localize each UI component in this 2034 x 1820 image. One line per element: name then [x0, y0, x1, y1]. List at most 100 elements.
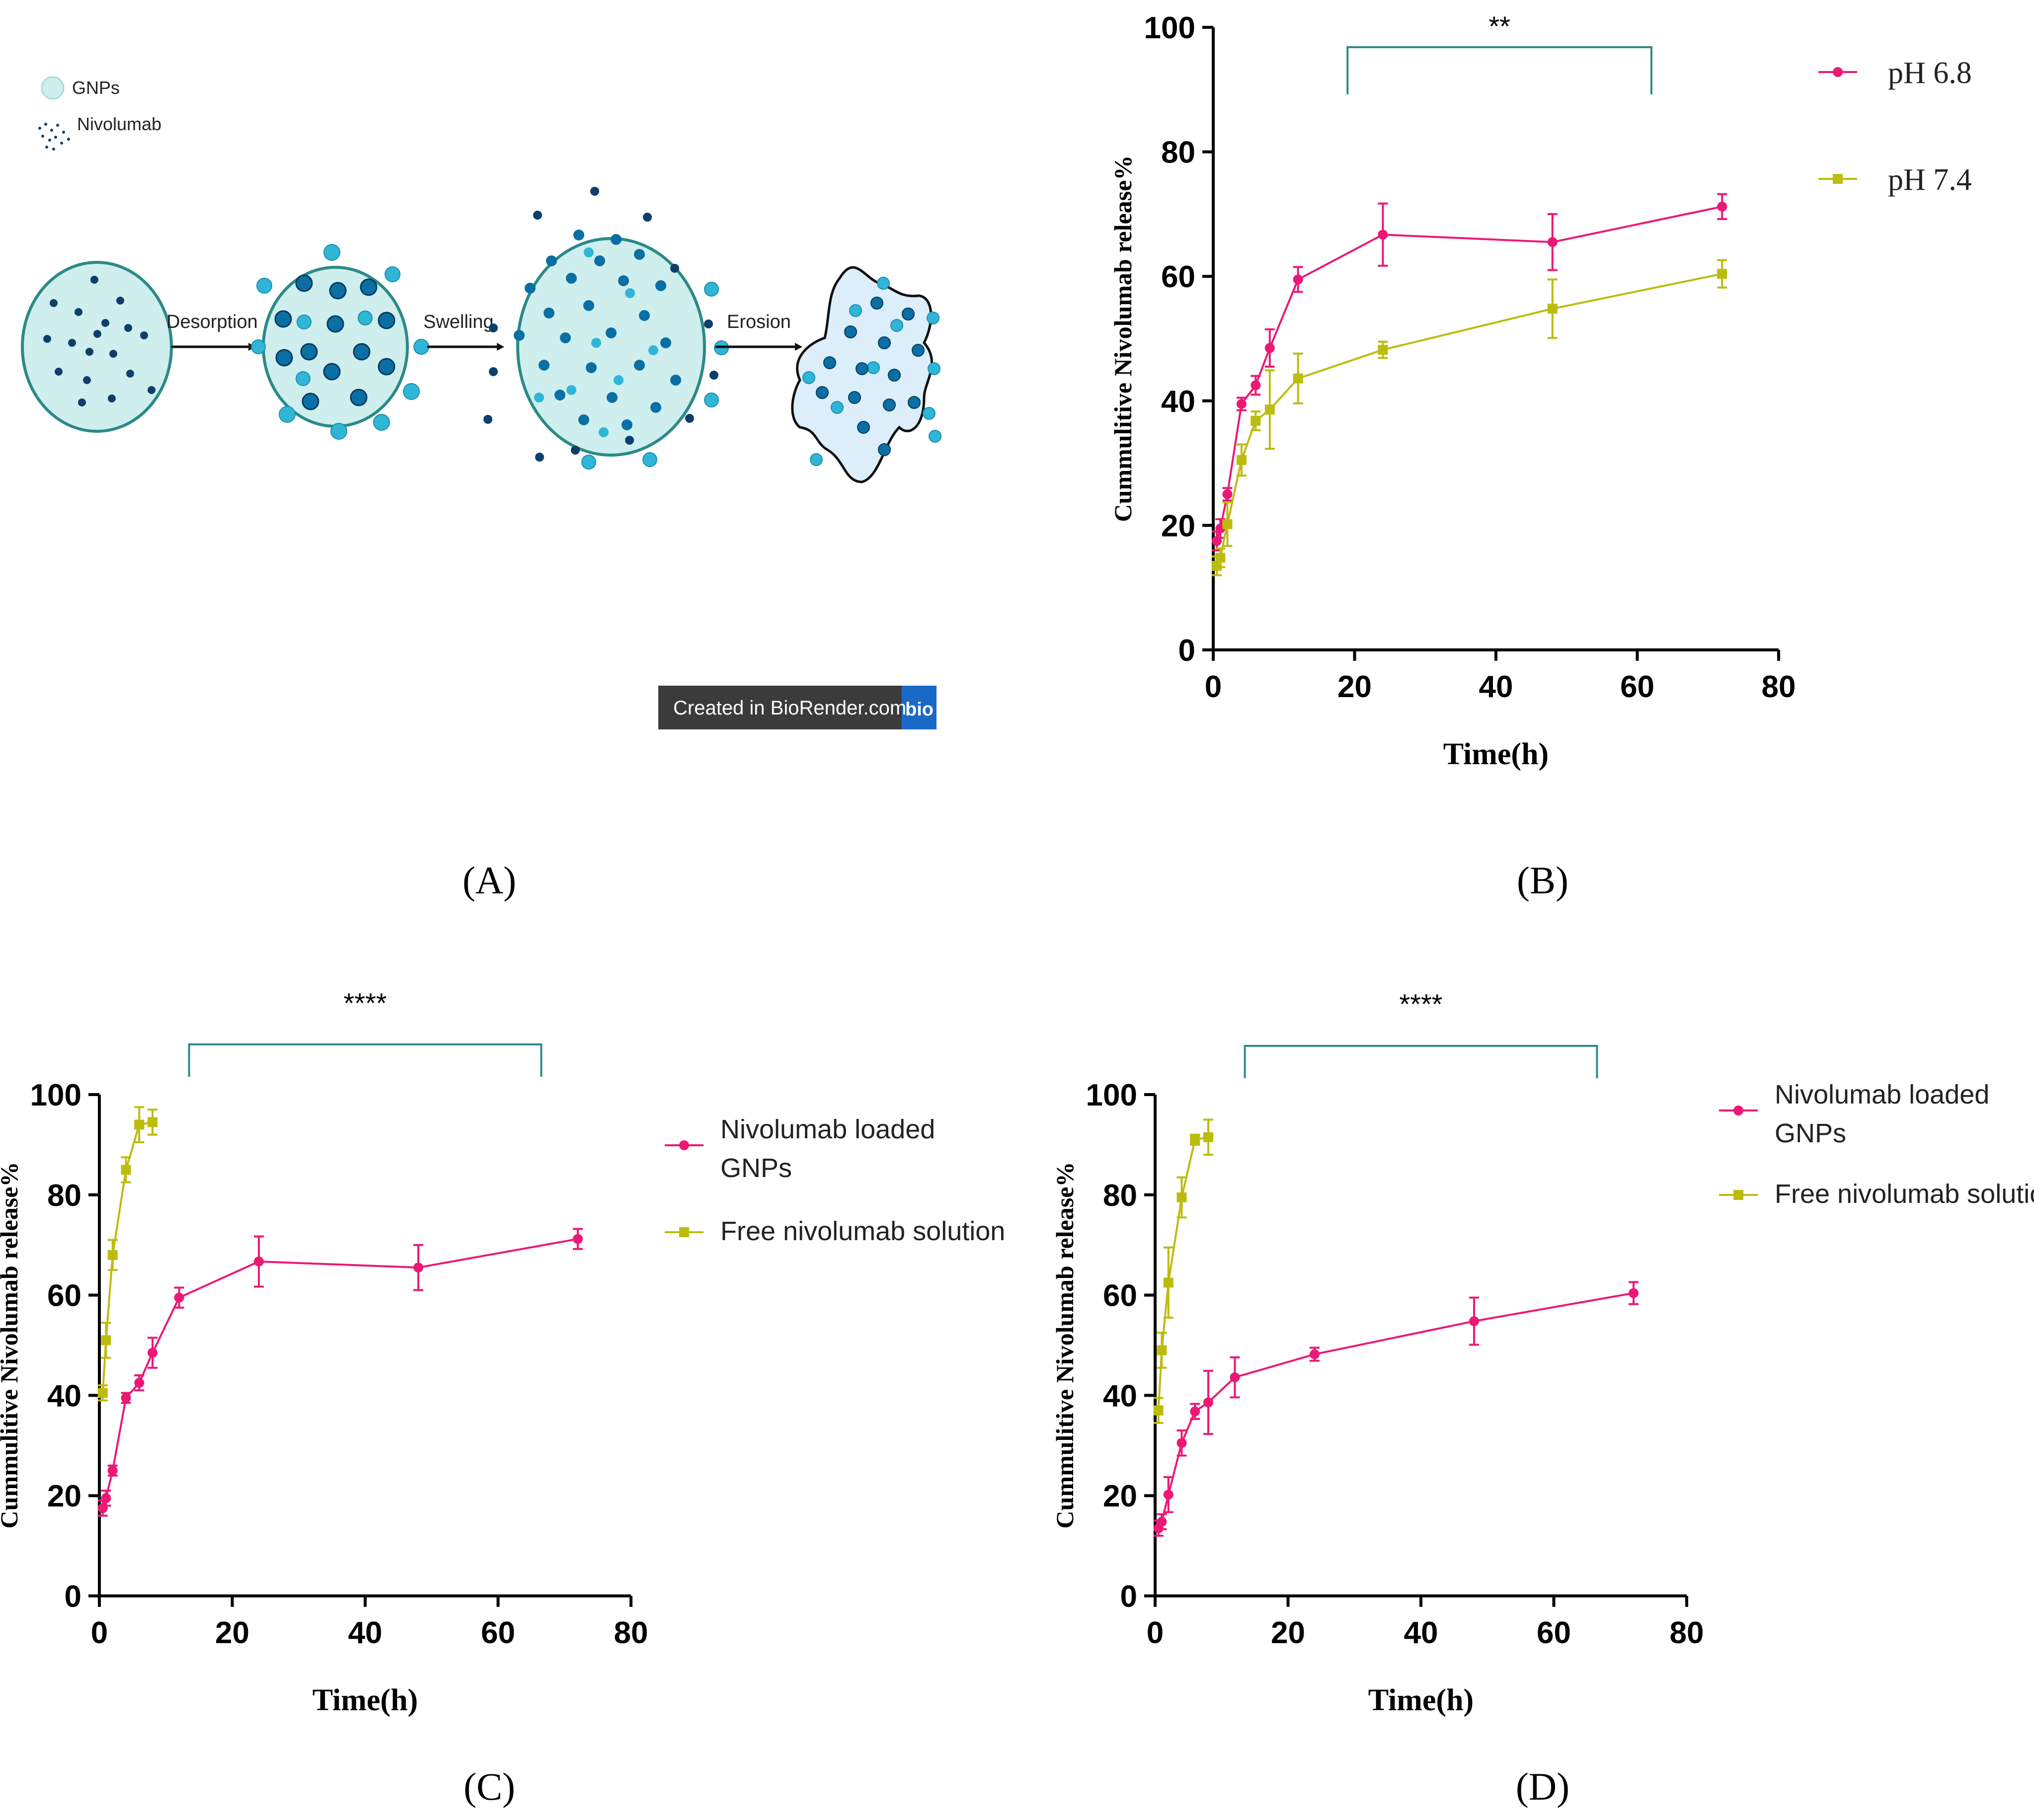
caption-c: (C)	[464, 1765, 515, 1808]
x-axis-label: Time(h)	[1368, 1683, 1474, 1717]
data-point	[148, 1347, 157, 1358]
significance-bracket	[1244, 1045, 1598, 1078]
data-point	[1264, 343, 1275, 353]
x-tick-label: 0	[1205, 670, 1222, 704]
y-tick-label: 80	[47, 1179, 81, 1213]
y-tick-label: 40	[1103, 1379, 1137, 1413]
badge-text: Created in BioRender.com	[673, 697, 906, 719]
y-tick-label: 60	[1103, 1279, 1137, 1313]
step-erosion-label: Erosion	[727, 312, 791, 332]
x-tick-label: 80	[1670, 1616, 1704, 1650]
data-point	[1153, 1405, 1164, 1416]
series-line	[1216, 273, 1722, 566]
series-line	[1216, 205, 1722, 542]
legend-label: GNPs	[720, 1153, 792, 1183]
y-tick-label: 40	[47, 1379, 81, 1413]
x-axis-label: Time(h)	[1443, 737, 1549, 771]
data-point	[1157, 1345, 1167, 1355]
data-point	[413, 1263, 423, 1273]
chart-panel-c: 0 20 40 60 80 100 0 20 40 60 80 Time(h) Cummulitive …	[0, 987, 1005, 1717]
legend-marker	[1733, 1106, 1743, 1115]
data-point	[1717, 201, 1727, 212]
y-tick-label: 20	[47, 1479, 81, 1513]
badge-logo: bio	[905, 699, 934, 720]
series-line	[1157, 1292, 1634, 1529]
legend-marker	[1833, 67, 1843, 77]
biorender-badge: Created in BioRender.com bio	[658, 686, 937, 729]
series-line	[101, 1238, 578, 1509]
significance-label: ****	[343, 987, 387, 1019]
x-tick-label: 40	[1479, 670, 1513, 704]
caption-b: (B)	[1517, 859, 1568, 902]
legend-marker	[679, 1227, 689, 1237]
caption-a: (A)	[463, 859, 516, 902]
x-tick-label: 60	[481, 1616, 515, 1650]
data-point	[1378, 345, 1388, 355]
x-tick-label: 60	[1537, 1616, 1571, 1650]
x-tick-label: 0	[1147, 1616, 1164, 1650]
data-point	[1157, 1516, 1167, 1527]
chart-panel-d: 0 20 40 60 80 100 0 20 40 60 80 Time(h) Cummulitive …	[1051, 988, 2034, 1717]
legend-label: Free nivolumab solution	[720, 1216, 1005, 1246]
x-tick-label: 40	[1404, 1616, 1438, 1650]
legend-label: pH 7.4	[1888, 163, 1972, 197]
y-tick-label: 80	[1103, 1179, 1137, 1213]
legend-label: Free nivolumab solution	[1775, 1179, 2034, 1209]
legend-marker	[1733, 1190, 1743, 1200]
data-point	[1222, 489, 1233, 499]
arrow-swelling: Swelling	[423, 312, 504, 351]
data-point	[1310, 1349, 1320, 1359]
x-tick-label: 0	[91, 1616, 108, 1650]
data-point	[107, 1465, 118, 1476]
release-mechanism-diagram: GNPs Nivolumab Desorpti	[21, 76, 941, 729]
data-point	[121, 1165, 131, 1175]
data-point	[97, 1388, 108, 1398]
x-tick-label: 80	[614, 1616, 648, 1650]
step-swelling-label: Swelling	[423, 312, 494, 332]
arrow-desorption: Desorption	[166, 312, 258, 351]
data-point	[1547, 304, 1558, 314]
data-point	[1293, 373, 1303, 384]
data-point	[1236, 399, 1247, 409]
y-tick-label: 100	[30, 1078, 81, 1112]
stage-4-eroded-particle	[791, 266, 941, 483]
y-tick-label: 40	[1161, 385, 1195, 419]
legend-marker	[679, 1140, 689, 1150]
y-tick-label: 20	[1103, 1479, 1137, 1513]
data-point	[134, 1119, 145, 1130]
data-point	[573, 1234, 583, 1244]
x-tick-label: 20	[1271, 1616, 1305, 1650]
y-axis-label: Cummulitive Nivolumab release%	[0, 1162, 23, 1529]
y-axis-label: Cummulitive Nivolumab release%	[1109, 156, 1137, 522]
data-point	[1215, 553, 1226, 563]
y-axis-label: Cummulitive Nivolumab release%	[1051, 1162, 1079, 1529]
significance-label: **	[1488, 10, 1510, 42]
data-point	[107, 1250, 118, 1260]
significance-bracket	[1346, 46, 1652, 94]
data-point	[1251, 380, 1261, 391]
legend-label: Nivolumab loaded	[1775, 1080, 1989, 1109]
x-tick-label: 20	[1337, 670, 1372, 704]
y-tick-label: 0	[1120, 1580, 1137, 1614]
legend-marker	[1833, 174, 1843, 184]
data-point	[1212, 560, 1222, 571]
data-point	[1222, 519, 1233, 529]
data-point	[254, 1256, 264, 1266]
data-point	[1629, 1288, 1639, 1298]
legend-label: pH 6.8	[1888, 56, 1972, 90]
diagram-legend: GNPs Nivolumab	[38, 76, 161, 151]
data-point	[1469, 1316, 1479, 1327]
legend-label: GNPs	[1775, 1118, 1846, 1148]
data-point	[1176, 1192, 1187, 1202]
stage-1-particle	[21, 261, 173, 433]
y-tick-label: 80	[1161, 136, 1195, 170]
data-point	[1190, 1406, 1200, 1417]
significance-label: ****	[1399, 988, 1442, 1020]
data-point	[1190, 1134, 1200, 1145]
y-tick-label: 0	[1178, 633, 1195, 668]
y-tick-label: 0	[65, 1580, 81, 1614]
data-point	[1163, 1277, 1173, 1288]
data-point	[1717, 269, 1727, 279]
step-desorption-label: Desorption	[166, 312, 258, 332]
